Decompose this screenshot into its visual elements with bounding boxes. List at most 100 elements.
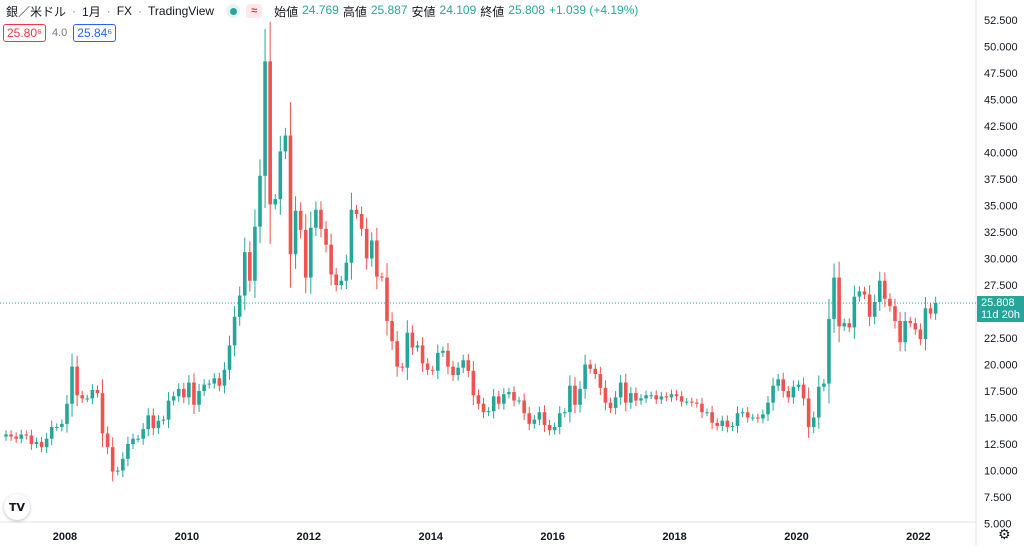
candle-body — [400, 366, 405, 368]
candle-body — [720, 420, 725, 426]
candle-body — [324, 228, 328, 245]
candle-body — [90, 389, 95, 399]
x-tick-label: 2016 — [540, 531, 564, 543]
candle-body — [420, 345, 425, 364]
candle-body — [288, 135, 293, 255]
candle-body — [883, 280, 887, 299]
candle-body — [608, 402, 613, 408]
x-tick-label: 2018 — [662, 531, 686, 543]
candle-body — [171, 396, 176, 401]
candle-body — [578, 388, 582, 405]
y-tick-label: 7.500 — [984, 492, 1012, 504]
candle-body — [242, 252, 247, 296]
candle-body — [176, 388, 181, 397]
candle-body — [557, 413, 562, 428]
candle-body — [781, 379, 786, 391]
trade-price-boxes: 25.80⁶ 4.0 25.84⁶ — [3, 24, 117, 42]
candle-body — [639, 398, 643, 401]
candle-body — [918, 329, 923, 340]
candle-body — [913, 323, 918, 330]
candle-body — [146, 415, 151, 430]
candle-body — [115, 470, 120, 472]
candle-body — [725, 420, 730, 428]
candle-body — [903, 321, 907, 343]
market-status-icon[interactable] — [226, 4, 241, 18]
chart-legend: 銀／米ドル · 1月 · FX · TradingView ≈ 始値 24.769… — [6, 2, 638, 20]
last-price-value: 25.808 — [981, 297, 1015, 309]
candle-body — [486, 411, 491, 413]
candle-body — [80, 395, 84, 399]
candle-body — [532, 419, 537, 424]
data-approx-icon[interactable]: ≈ — [246, 4, 263, 18]
tradingview-logo-icon[interactable]: TV — [4, 494, 30, 520]
candle-body — [430, 369, 435, 371]
candle-body — [862, 291, 867, 295]
candle-body — [161, 419, 166, 421]
candle-body — [369, 240, 374, 259]
y-tick-label: 10.000 — [984, 466, 1018, 478]
candle-body — [679, 396, 684, 402]
candle-body — [466, 360, 471, 371]
candle-body — [471, 370, 476, 396]
candle-body — [710, 412, 714, 423]
candle-body — [740, 412, 745, 414]
x-tick-label: 2008 — [53, 531, 77, 543]
candle-body — [872, 301, 877, 317]
candle-body — [761, 414, 765, 419]
candle-body — [705, 412, 709, 414]
candle-body — [786, 391, 791, 398]
source-label: TradingView — [148, 4, 215, 18]
y-tick-label: 52.500 — [984, 15, 1018, 27]
candle-body — [456, 367, 460, 376]
candle-body — [654, 395, 659, 400]
candle-body — [730, 425, 735, 428]
candle-body — [847, 323, 852, 328]
interval-label[interactable]: 1月 — [82, 4, 101, 19]
candle-body — [258, 175, 262, 227]
candle-body — [217, 378, 222, 386]
buy-price-button[interactable]: 25.84⁶ — [73, 24, 117, 42]
candle-body — [750, 417, 755, 419]
candle-body — [664, 396, 669, 398]
candle-body — [634, 393, 638, 401]
candle-body — [791, 386, 796, 398]
candle-body — [329, 244, 333, 275]
candle-body — [512, 392, 516, 401]
candle-body — [446, 350, 450, 367]
x-tick-label: 2022 — [906, 531, 930, 543]
candle-body — [756, 417, 760, 419]
candle-body — [405, 332, 410, 368]
candle-body — [303, 229, 308, 278]
symbol-title[interactable]: 銀／米ドル — [6, 4, 67, 19]
candle-body — [527, 413, 532, 424]
candle-body — [390, 321, 394, 342]
candle-body — [776, 379, 780, 386]
candle-body — [537, 412, 542, 420]
open-value: 24.769 — [302, 2, 339, 17]
candle-body — [623, 382, 628, 403]
candle-body — [461, 360, 465, 368]
candle-body — [649, 395, 653, 397]
sell-price-button[interactable]: 25.80⁶ — [3, 24, 46, 42]
candle-body — [593, 368, 598, 375]
candle-body — [187, 382, 191, 398]
candle-body — [156, 420, 161, 429]
candle-body — [75, 366, 79, 396]
candle-body — [476, 395, 481, 404]
candle-body — [669, 394, 674, 398]
x-tick-label: 2014 — [418, 531, 443, 543]
candle-body — [603, 387, 608, 403]
candle-body — [491, 396, 496, 412]
candle-body — [268, 61, 272, 205]
candle-body — [319, 209, 323, 229]
x-tick-label: 2012 — [297, 531, 321, 543]
y-tick-label: 22.500 — [984, 333, 1018, 345]
candle-body — [842, 323, 846, 327]
candle-body — [9, 434, 13, 437]
candle-body — [644, 395, 648, 399]
candle-body — [197, 391, 201, 405]
candle-body — [822, 383, 826, 387]
gear-icon[interactable]: ⚙ — [998, 526, 1011, 542]
